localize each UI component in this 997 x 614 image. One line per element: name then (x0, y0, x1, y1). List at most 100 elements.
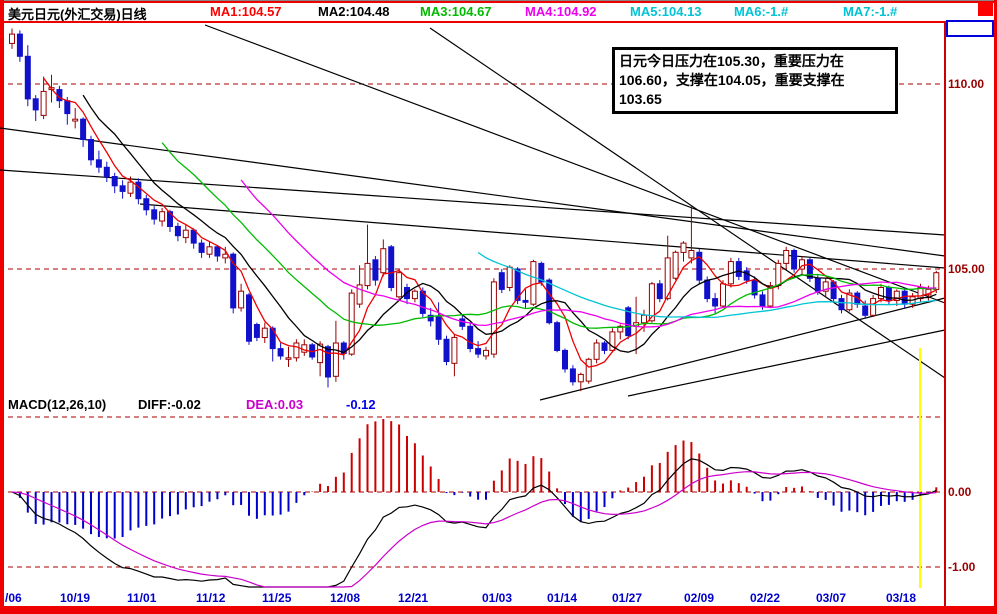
candle-body (814, 277, 821, 292)
candle-body (656, 283, 663, 300)
candle-body (419, 290, 426, 314)
window-border-bottom (0, 606, 997, 614)
ma7-readout: MA7:-1.# (843, 4, 898, 19)
candle-body (103, 166, 110, 178)
annotation-line: 日元今日压力在105.30，重要压力在 (619, 53, 844, 69)
macd-hist-readout: -0.12 (346, 397, 376, 412)
x-axis-label: 11/01 (127, 591, 157, 605)
candle-body (822, 281, 829, 292)
candle-body (182, 229, 189, 239)
trend-line (0, 169, 946, 236)
candle-body (475, 348, 482, 355)
candle-body (712, 298, 719, 307)
x-axis-label: 10/19 (60, 591, 90, 605)
macd-axis-label: -1.00 (948, 560, 976, 574)
macd-axis-label: 0.00 (948, 485, 972, 499)
candle-body (174, 225, 181, 237)
candle-body (506, 266, 513, 289)
candle-body (135, 181, 142, 200)
window-border-right (994, 0, 997, 614)
ma1-readout: MA1:104.57 (210, 4, 282, 19)
candle-body (332, 342, 339, 377)
candle-body (870, 298, 877, 316)
candle-body (143, 198, 150, 211)
x-axis-label: 03/18 (886, 591, 916, 605)
candle-body (783, 250, 790, 264)
annotation-line: 106.60，支撑在104.05，重要支撑在 (619, 72, 845, 88)
candle-body (214, 246, 221, 257)
price-tag-box (946, 20, 994, 37)
x-axis-label: 02/22 (750, 591, 780, 605)
ma2-readout: MA2:104.48 (318, 4, 390, 19)
x-axis-label: 11/25 (262, 591, 292, 605)
candle-body (593, 342, 600, 360)
macd-diff-readout: DIFF:-0.02 (138, 397, 201, 412)
x-axis-label: 03/07 (816, 591, 846, 605)
annotation-line: 103.65 (619, 91, 662, 107)
macd-indicator-label: MACD(12,26,10) (8, 397, 107, 412)
candle-body (159, 211, 166, 222)
candle-body (672, 251, 679, 279)
candle-body (467, 325, 474, 349)
x-axis-label: 02/09 (684, 591, 714, 605)
candle-body (933, 272, 940, 290)
candle-body (348, 292, 355, 355)
candle-body (388, 246, 395, 289)
candle-body (380, 248, 387, 274)
trend-line (0, 127, 946, 257)
candle-body (720, 283, 726, 307)
candle-body (688, 250, 695, 259)
candle-body (364, 262, 371, 287)
window-border-top (0, 1, 997, 3)
candle-body (641, 314, 647, 324)
candle-body (230, 253, 237, 309)
candle-body (206, 246, 213, 255)
candle-body (530, 261, 537, 305)
trend-line (539, 297, 946, 401)
candle-body (356, 284, 363, 305)
x-axis-label: 01/14 (547, 591, 577, 605)
candle-body (490, 281, 497, 355)
candle-body (498, 272, 505, 290)
candle-body (554, 322, 561, 352)
candle-body (609, 331, 616, 351)
candle-body (127, 181, 134, 194)
candle-body (340, 342, 347, 354)
candle-body (411, 290, 418, 300)
candle-body (483, 349, 489, 357)
candle-body (435, 316, 442, 340)
window-control-red-icon[interactable] (978, 2, 993, 16)
candle-body (562, 349, 568, 370)
y-axis-label: 110.00 (948, 77, 984, 91)
candle-body (917, 287, 924, 300)
candle-body (253, 324, 260, 338)
candle-body (427, 314, 434, 322)
candle-body (799, 259, 805, 270)
candle-body (32, 98, 39, 111)
symbol-title: 美元日元(外汇交易)日线 (8, 7, 147, 22)
candle-body (40, 90, 47, 116)
candle-body (167, 211, 173, 227)
trend-line (627, 329, 946, 397)
candle-body (846, 292, 853, 311)
candle-body (72, 118, 79, 122)
macd-dea-readout: DEA:0.03 (246, 397, 304, 412)
candle-body (878, 287, 884, 300)
candle-body (806, 259, 813, 279)
annotation-note[interactable]: 日元今日压力在105.30，重要压力在 106.60，支撑在104.05，重要支… (612, 47, 898, 114)
candle-body (64, 100, 71, 115)
candle-body (246, 294, 252, 342)
candle-body (9, 33, 15, 44)
ma-line-60 (477, 251, 937, 319)
x-axis-label: /06 (5, 591, 22, 605)
x-axis-label: 12/08 (330, 591, 360, 605)
candle-body (901, 290, 908, 305)
candle-body (198, 242, 205, 253)
candle-body (285, 357, 292, 360)
window-top-edge (0, 0, 997, 1)
ma-line-10 (82, 94, 937, 354)
candle-body (238, 290, 245, 309)
ma4-readout: MA4:104.92 (525, 4, 597, 19)
window-border-left (0, 0, 4, 614)
